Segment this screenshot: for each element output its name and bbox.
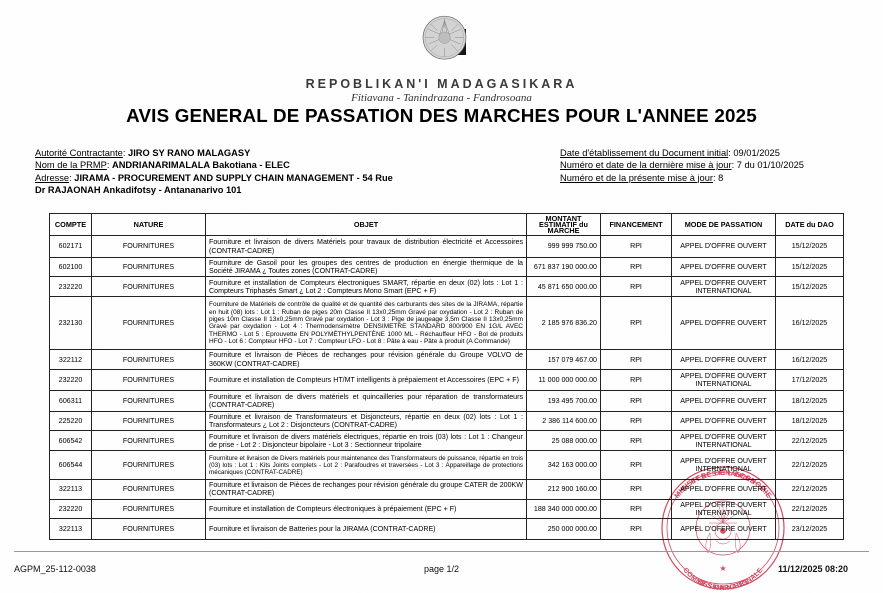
svg-text:★: ★ [719,564,726,573]
